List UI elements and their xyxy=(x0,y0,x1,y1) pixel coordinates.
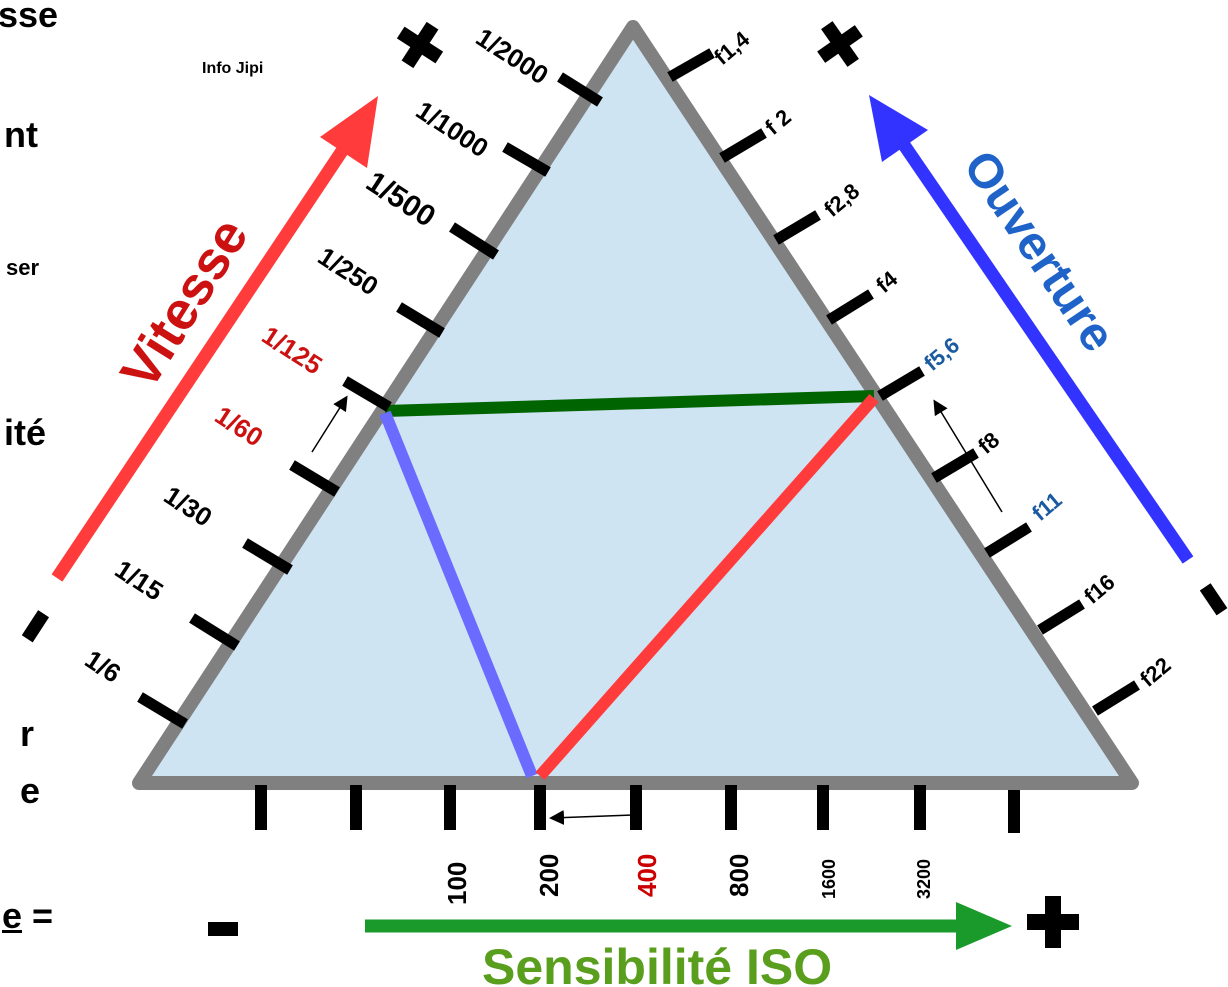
speed-label-250: 1/250 xyxy=(313,241,384,302)
aperture-label-f8: f8 xyxy=(973,427,1004,459)
aperture-tick-9 xyxy=(1092,680,1140,716)
aperture-label-f16: f16 xyxy=(1079,569,1119,609)
speed-tick-7 xyxy=(242,538,293,575)
aperture-tick-7 xyxy=(984,522,1032,558)
aperture-arrow-head xyxy=(869,95,928,162)
aperture-tick-8 xyxy=(1037,599,1085,635)
left-fragment-1: sse xyxy=(0,0,59,35)
speed-tick-9 xyxy=(137,692,188,729)
speed-tick-8 xyxy=(189,613,240,651)
iso-small-arrow xyxy=(549,810,634,826)
speed-label-125: 1/125 xyxy=(257,320,328,381)
aperture-label-f2-8: f2,8 xyxy=(819,178,864,222)
iso-label-1600: 1600 xyxy=(819,859,839,899)
iso-tick-marks xyxy=(255,785,1020,833)
aperture-label-f22: f22 xyxy=(1135,652,1175,692)
aperture-tick-1 xyxy=(667,48,715,82)
speed-label-15: 1/15 xyxy=(110,554,169,607)
speed-label-500: 1/500 xyxy=(360,165,441,234)
iso-label-3200: 3200 xyxy=(914,859,934,899)
plus-sign-speed xyxy=(396,21,444,69)
left-fragment-6: e xyxy=(20,770,41,811)
iso-label-200: 200 xyxy=(534,854,564,897)
speed-tick-marks xyxy=(137,72,603,729)
speed-tick-2 xyxy=(502,142,551,177)
aperture-label-f1-4: f1,4 xyxy=(709,26,755,70)
speed-tick-3 xyxy=(449,222,499,260)
aperture-label-f4: f4 xyxy=(871,266,903,298)
iso-label-800: 800 xyxy=(724,854,754,897)
minus-sign-speed xyxy=(21,610,50,643)
speed-small-arrow xyxy=(311,395,348,453)
speed-arrow-head xyxy=(320,96,378,168)
speed-label-30: 1/30 xyxy=(159,480,218,533)
left-fragment-2: nt xyxy=(4,114,38,155)
aperture-tick-marks xyxy=(667,48,1140,716)
aperture-tick-3 xyxy=(773,210,821,245)
speed-label-60: 1/60 xyxy=(210,400,269,453)
left-fragment-7: e = xyxy=(2,895,53,937)
green-line xyxy=(384,390,875,417)
speed-tick-1 xyxy=(557,72,603,107)
left-fragment-7-equals: = xyxy=(32,895,54,936)
speed-tick-6 xyxy=(289,460,340,497)
aperture-tick-4 xyxy=(826,289,874,325)
plus-sign-iso xyxy=(1027,896,1079,948)
speed-label-6: 1/6 xyxy=(80,644,127,689)
minus-sign-aperture xyxy=(1199,583,1228,616)
left-fragment-4: ité xyxy=(4,412,47,453)
iso-label-100: 100 xyxy=(442,862,472,905)
plus-sign-aperture xyxy=(817,21,863,67)
minus-sign-iso xyxy=(208,922,238,936)
aperture-label-f11: f11 xyxy=(1027,487,1067,526)
blue-line xyxy=(379,410,538,779)
speed-arrow-shaft xyxy=(51,138,354,582)
aperture-tick-6 xyxy=(931,448,979,483)
iso-arrow-head xyxy=(956,902,1012,950)
speed-tick-5 xyxy=(342,376,392,412)
credit-text: Info Jipi xyxy=(202,60,264,77)
aperture-label-f2: f 2 xyxy=(760,104,796,140)
left-fragment-3: ser xyxy=(6,255,40,280)
speed-label-2000: 1/2000 xyxy=(471,22,554,90)
speed-label-1000: 1/1000 xyxy=(411,95,494,163)
aperture-small-arrow xyxy=(933,399,1003,513)
aperture-label-f5-6: f5,6 xyxy=(919,332,964,376)
red-line xyxy=(535,394,879,780)
left-fragment-5: r xyxy=(20,713,35,754)
speed-tick-4 xyxy=(396,302,445,338)
iso-title: Sensibilité ISO xyxy=(482,939,832,987)
aperture-arrow-shaft xyxy=(896,138,1194,564)
aperture-tick-5 xyxy=(877,366,925,401)
aperture-tick-2 xyxy=(719,128,767,163)
left-fragment-7-underlined: e xyxy=(2,895,23,936)
iso-label-400: 400 xyxy=(632,854,662,897)
